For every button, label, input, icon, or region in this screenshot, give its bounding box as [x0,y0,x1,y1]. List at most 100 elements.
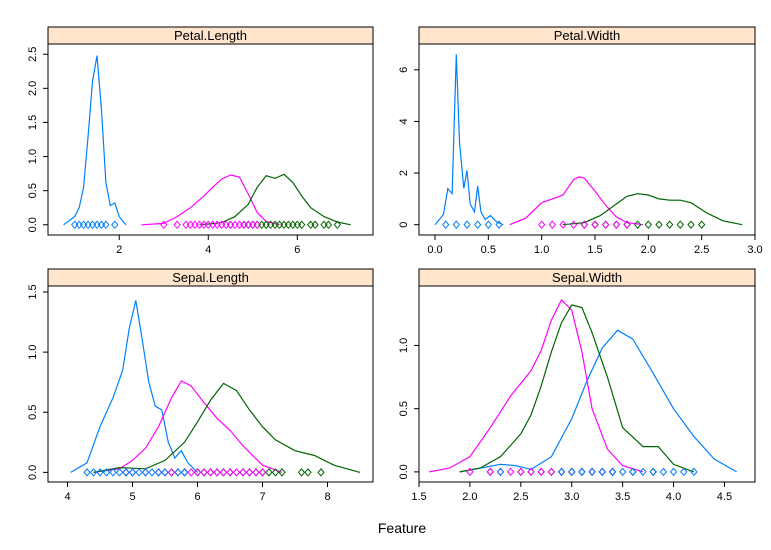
density-curve-setosa [70,300,198,473]
data-point-virginica [568,467,576,477]
y-tick-label: 1.5 [27,115,39,130]
data-point-setosa [598,467,606,477]
x-tick-label: 8 [324,491,330,503]
x-tick-label: 6 [194,491,200,503]
data-point-virginica [200,468,208,477]
x-tick-label: 2 [116,244,122,256]
data-point-versicolor [219,468,228,477]
x-tick-label: 1.5 [411,491,426,503]
y-tick-label: 1.0 [398,338,410,353]
data-point-setosa [102,468,111,477]
data-point-setosa [618,467,627,477]
data-point-virginica [245,468,254,477]
data-point-versicolor [537,467,545,477]
data-point-virginica [588,467,596,477]
data-point-versicolor [580,220,588,229]
density-curve-virginica [93,382,361,473]
data-point-versicolor [559,220,567,229]
data-point-setosa [588,467,596,477]
data-point-setosa [680,467,688,477]
panel-title: Petal.Width [554,28,620,43]
density-curve-versicolor [429,298,644,473]
y-tick-label: 2.5 [27,47,39,62]
panel-title: Sepal.Width [552,270,622,285]
data-point-setosa [83,468,91,477]
data-point-virginica [698,220,706,229]
x-tick-label: 0.0 [427,244,442,256]
x-tick-label: 3.5 [615,491,630,503]
data-point-virginica [297,468,306,477]
data-point-virginica [655,220,663,229]
data-point-setosa [557,467,566,477]
density-curve-versicolor [141,174,280,226]
data-point-versicolor [167,468,176,477]
data-point-setosa [629,467,637,477]
panel-title: Petal.Length [174,28,247,43]
data-point-versicolor [122,468,130,477]
data-point-setosa [89,468,98,477]
data-point-setosa [474,220,482,229]
data-point-virginica [676,220,684,229]
x-tick-label: 1.5 [587,244,602,256]
data-point-virginica [644,220,652,229]
y-tick-label: 1.0 [27,344,39,359]
y-tick-label: 0.5 [27,183,39,198]
data-point-setosa [495,220,503,229]
data-point-virginica [598,467,606,477]
data-point-virginica [311,220,319,230]
data-point-setosa [154,468,163,477]
panel-title: Sepal.Length [172,270,249,285]
panel-sepal-length: Sepal.Length 4 5 6 7 8 0.0 0.5 1.0 1.5 [27,268,374,503]
data-point-versicolor [506,467,515,477]
x-tick-label: 7 [259,491,265,503]
data-point-virginica [122,468,130,477]
data-point-virginica [206,468,215,477]
data-point-virginica [324,220,333,230]
data-point-versicolor [598,467,606,477]
data-point-versicolor [239,468,247,477]
data-point-virginica [608,467,617,477]
data-point-versicolor [245,468,254,477]
data-point-setosa [111,220,119,230]
density-curve-setosa [63,55,127,226]
data-point-virginica [258,468,267,477]
data-point-versicolor [154,468,163,477]
x-tick-label: 4 [64,491,70,503]
y-tick-label: 0.0 [27,465,39,480]
data-point-versicolor [591,220,599,229]
data-point-setosa [115,468,124,477]
data-point-versicolor [160,220,168,230]
x-tick-label: 5 [129,491,135,503]
data-point-versicolor [174,468,182,477]
data-point-versicolor [612,220,620,229]
panel-frame [47,43,374,236]
data-point-versicolor [608,467,617,477]
data-point-versicolor [141,468,150,477]
data-point-virginica [219,468,228,477]
panel-frame [418,43,756,236]
density-curve-virginica [459,304,695,473]
y-tick-label: 6 [398,67,410,73]
x-tick-label: 2.0 [462,491,477,503]
panel-frame [47,285,374,483]
data-point-versicolor [232,468,241,477]
data-point-virginica [252,468,260,477]
data-point-versicolor [623,220,631,229]
data-point-virginica [634,220,642,229]
data-point-versicolor [253,220,261,230]
data-point-setosa [568,467,576,477]
density-curve-setosa [459,329,737,473]
data-point-versicolor [578,467,586,477]
data-point-setosa [128,468,137,477]
data-point-setosa [442,220,450,229]
data-point-virginica [239,468,247,477]
x-tick-label: 4 [205,244,211,256]
data-point-setosa [109,468,117,477]
data-point-virginica [180,468,189,477]
x-tick-label: 3.0 [747,244,762,256]
y-tick-label: 2.0 [27,81,39,96]
x-axis-label: Feature [378,520,426,536]
x-tick-label: 0.5 [481,244,496,256]
data-point-versicolor [258,468,267,477]
data-point-setosa [578,467,586,477]
